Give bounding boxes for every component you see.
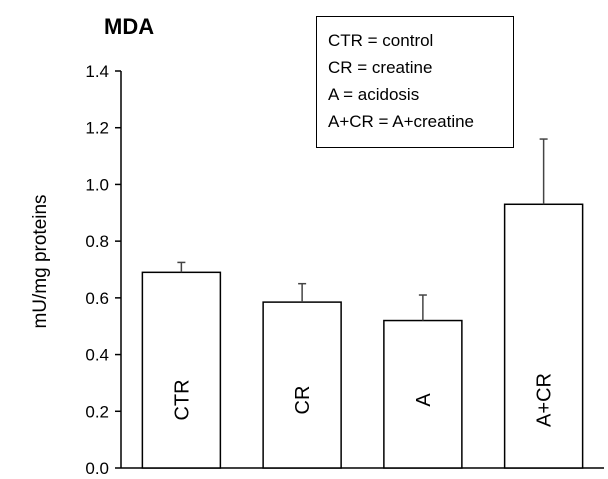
y-tick-label: 1.0 <box>85 175 109 194</box>
bar-ctr <box>141 271 222 469</box>
legend-entry-ctr: CTR = control <box>328 31 434 50</box>
category-label: CTR <box>171 379 193 420</box>
bar-a <box>383 319 463 469</box>
y-axis-label: mU/mg proteins <box>30 194 51 328</box>
legend-entry-a: A = acidosis <box>328 85 420 104</box>
y-tick-label: 1.4 <box>85 62 109 81</box>
y-tick-label: 0.0 <box>85 459 109 478</box>
y-tick-label: 0.6 <box>85 289 109 308</box>
category-label: A <box>413 393 435 407</box>
y-tick-label: 0.2 <box>85 402 109 421</box>
legend-entry-acr: A+CR = A+creatine <box>328 112 475 131</box>
category-label: CR <box>292 386 314 415</box>
y-tick-label: 0.4 <box>85 346 109 365</box>
bars <box>141 138 584 469</box>
labels: 0.0 0.2 0.4 0.6 0.8 1.0 1.2 1.4 mU/mg proteins CT… <box>30 62 556 478</box>
y-tick-label: 1.2 <box>85 119 109 138</box>
chart-title: MDA <box>104 14 155 39</box>
category-label: A+CR <box>534 373 556 427</box>
bar-apluscr <box>503 203 584 469</box>
y-tick-label: 0.8 <box>85 232 109 251</box>
legend-entry-cr: CR = creatine <box>328 58 433 77</box>
legend: CTR = control CR = creatine A = acidosis… <box>316 16 514 148</box>
bar-cr <box>262 301 342 469</box>
